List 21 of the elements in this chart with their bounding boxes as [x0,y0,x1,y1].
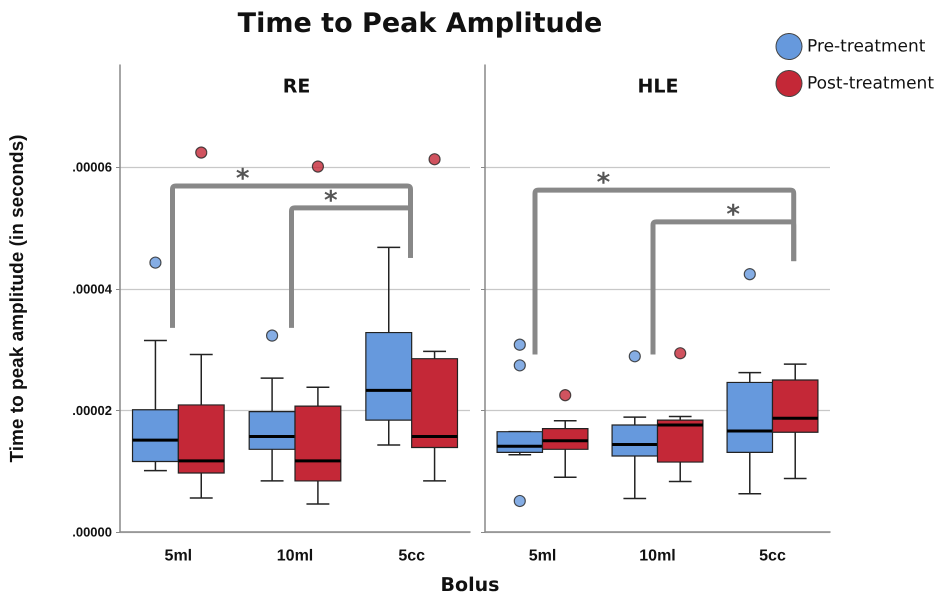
chart-title: Time to Peak Amplitude [238,8,602,39]
x-tick-label: 5ml [164,548,192,564]
y-tick-label: .00006 [72,160,112,175]
legend-label: Post-treatment [807,74,934,94]
x-tick-label: 5cc [398,548,426,564]
annotation: * [236,164,250,194]
annotation: * [324,186,338,216]
text: HLE [638,76,678,98]
text: RE [282,76,310,98]
annotation: * [596,168,611,198]
x-tick-label: 10ml [639,548,676,564]
annotation: * [726,200,740,230]
y-tick-label: .00002 [72,402,112,418]
x-tick-label: 5cc [759,548,786,564]
y-axis-title: Time to peak amplitude (in seconds) [7,134,28,462]
x-tick-label: 10ml [276,548,314,564]
y-tick-label: .00000 [72,524,112,540]
legend-label: Pre-treatment [807,36,926,56]
x-axis-title: Bolus [440,574,500,596]
y-tick-label: .00004 [72,281,113,296]
x-tick-label: 5ml [528,548,556,564]
